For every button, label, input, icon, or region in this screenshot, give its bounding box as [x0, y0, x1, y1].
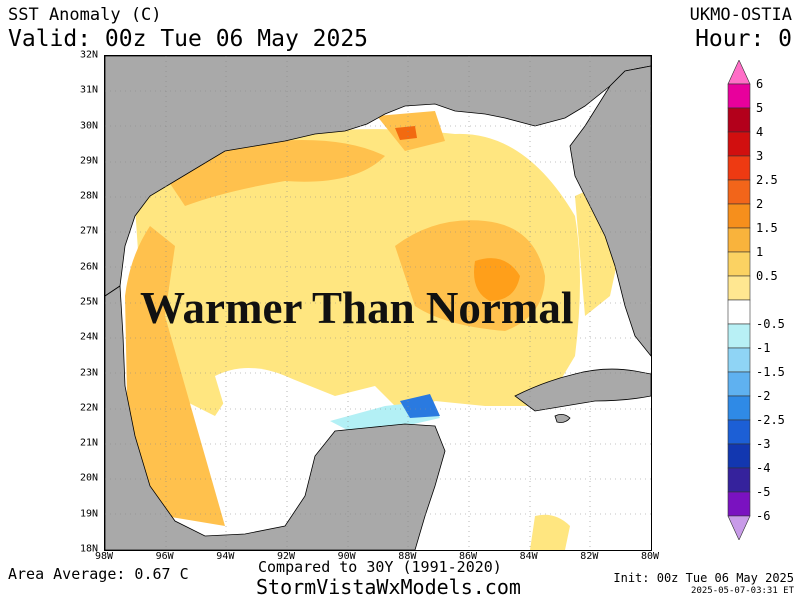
lat-label: 31N: [79, 84, 98, 96]
land: [105, 56, 651, 550]
data-source: UKMO-OSTIA: [689, 5, 792, 25]
lat-label: 26N: [79, 261, 98, 273]
colorbar-label: -0.5: [756, 317, 785, 331]
warm-anomaly-south: [530, 514, 570, 550]
colorbar-swatch: [727, 419, 751, 445]
colorbar-label: 1.5: [756, 221, 778, 235]
colorbar-swatch: [727, 83, 751, 109]
colorbar-swatch: [727, 275, 751, 301]
lat-label: 19N: [79, 508, 98, 520]
florida-peninsula: [569, 65, 651, 357]
colorbar-swatch: [727, 155, 751, 181]
lon-label: 86W: [458, 551, 478, 562]
colorbar-label: -6: [756, 509, 771, 523]
lat-label: 21N: [79, 437, 98, 449]
lat-label: 29N: [79, 155, 98, 167]
colorbar-label: -5: [756, 485, 771, 499]
sst-anomaly-map: [104, 55, 652, 551]
warm-anomaly-north: [165, 140, 385, 206]
colorbar-swatch: [727, 227, 751, 253]
colorbar-label: -4: [756, 461, 771, 475]
cool-anomaly-core: [400, 394, 440, 418]
colorbar-swatch: [727, 251, 751, 277]
colorbar-swatch: [727, 179, 751, 205]
product-title: SST Anomaly (C): [8, 5, 162, 25]
lon-label: 94W: [216, 551, 235, 562]
colorbar-swatch: [727, 491, 751, 517]
colorbar-label: 5: [756, 101, 764, 115]
lon-label: 96W: [155, 551, 174, 562]
lat-label: 27N: [79, 225, 98, 237]
area-average: Area Average: 0.67 C: [8, 565, 189, 583]
map-canvas: [105, 56, 651, 550]
colorbar: [727, 60, 751, 540]
colorbar-swatch: [727, 299, 751, 325]
colorbar-swatch: [727, 347, 751, 373]
colorbar-swatch: [727, 107, 751, 133]
colorbar-label: -2.5: [756, 413, 785, 427]
colorbar-swatch: [727, 131, 751, 157]
colorbar-label: 3: [756, 149, 764, 163]
cuba: [514, 368, 651, 412]
colorbar-swatch: [727, 60, 751, 85]
mexico: [105, 285, 446, 550]
annotation-warmer-than-normal: Warmer Than Normal: [140, 283, 574, 333]
warm-anomaly-mississippi-core: [395, 126, 417, 140]
isla-de-la-juventud: [554, 414, 571, 423]
colorbar-swatch: [727, 371, 751, 397]
us-gulf-coast: [105, 56, 651, 297]
lat-label: 30N: [79, 120, 98, 132]
lat-label: 22N: [79, 402, 98, 414]
colorbar-swatch: [727, 515, 751, 540]
warm-anomaly-core: [474, 258, 520, 301]
lat-label: 18N: [79, 543, 98, 555]
lat-label: 23N: [79, 367, 98, 379]
colorbar-label: 1: [756, 245, 764, 259]
lat-label: 24N: [79, 331, 98, 343]
colorbar-swatch: [727, 395, 751, 421]
site-watermark: StormVistaWxModels.com: [256, 575, 521, 599]
lon-label: 82W: [580, 551, 599, 562]
colorbar-swatch: [727, 203, 751, 229]
colorbar-swatch: [727, 323, 751, 349]
lat-label: 32N: [79, 49, 98, 61]
colorbar-label: -2: [756, 389, 771, 403]
lon-label: 98W: [94, 551, 114, 562]
lon-label: 92W: [276, 551, 296, 562]
lon-label: 84W: [519, 551, 538, 562]
lat-label: 28N: [79, 190, 98, 202]
colorbar-label: -1.5: [756, 365, 785, 379]
colorbar-label: -1: [756, 341, 771, 355]
warm-anomaly-coast-west: [125, 226, 225, 526]
lon-label: 80W: [640, 551, 660, 562]
comparison-baseline: Compared to 30Y (1991-2020): [258, 558, 502, 576]
lon-label: 90W: [337, 551, 356, 562]
warm-anomaly-region: [135, 129, 580, 417]
forecast-hour: Hour: 0: [695, 26, 792, 52]
init-time: Init: 00z Tue 06 May 2025: [613, 571, 794, 585]
colorbar-label: 6: [756, 77, 764, 91]
colorbar-swatch: [727, 467, 751, 493]
warm-anomaly-east: [395, 220, 545, 331]
colorbar-label: 2: [756, 197, 764, 211]
anomaly-shading: [125, 111, 625, 550]
lat-label: 25N: [79, 296, 98, 308]
colorbar-swatch: [727, 443, 751, 469]
colorbar-label: -3: [756, 437, 771, 451]
neutral-water-west: [215, 368, 335, 496]
valid-time: Valid: 00z Tue 06 May 2025: [8, 26, 369, 52]
lon-label: 88W: [398, 551, 417, 562]
colorbar-label: 4: [756, 125, 764, 139]
colorbar-label: 0.5: [756, 269, 778, 283]
generated-timestamp: 2025-05-07-03:31 ET: [691, 586, 794, 596]
lat-label: 20N: [79, 472, 98, 484]
colorbar-label: 2.5: [756, 173, 778, 187]
